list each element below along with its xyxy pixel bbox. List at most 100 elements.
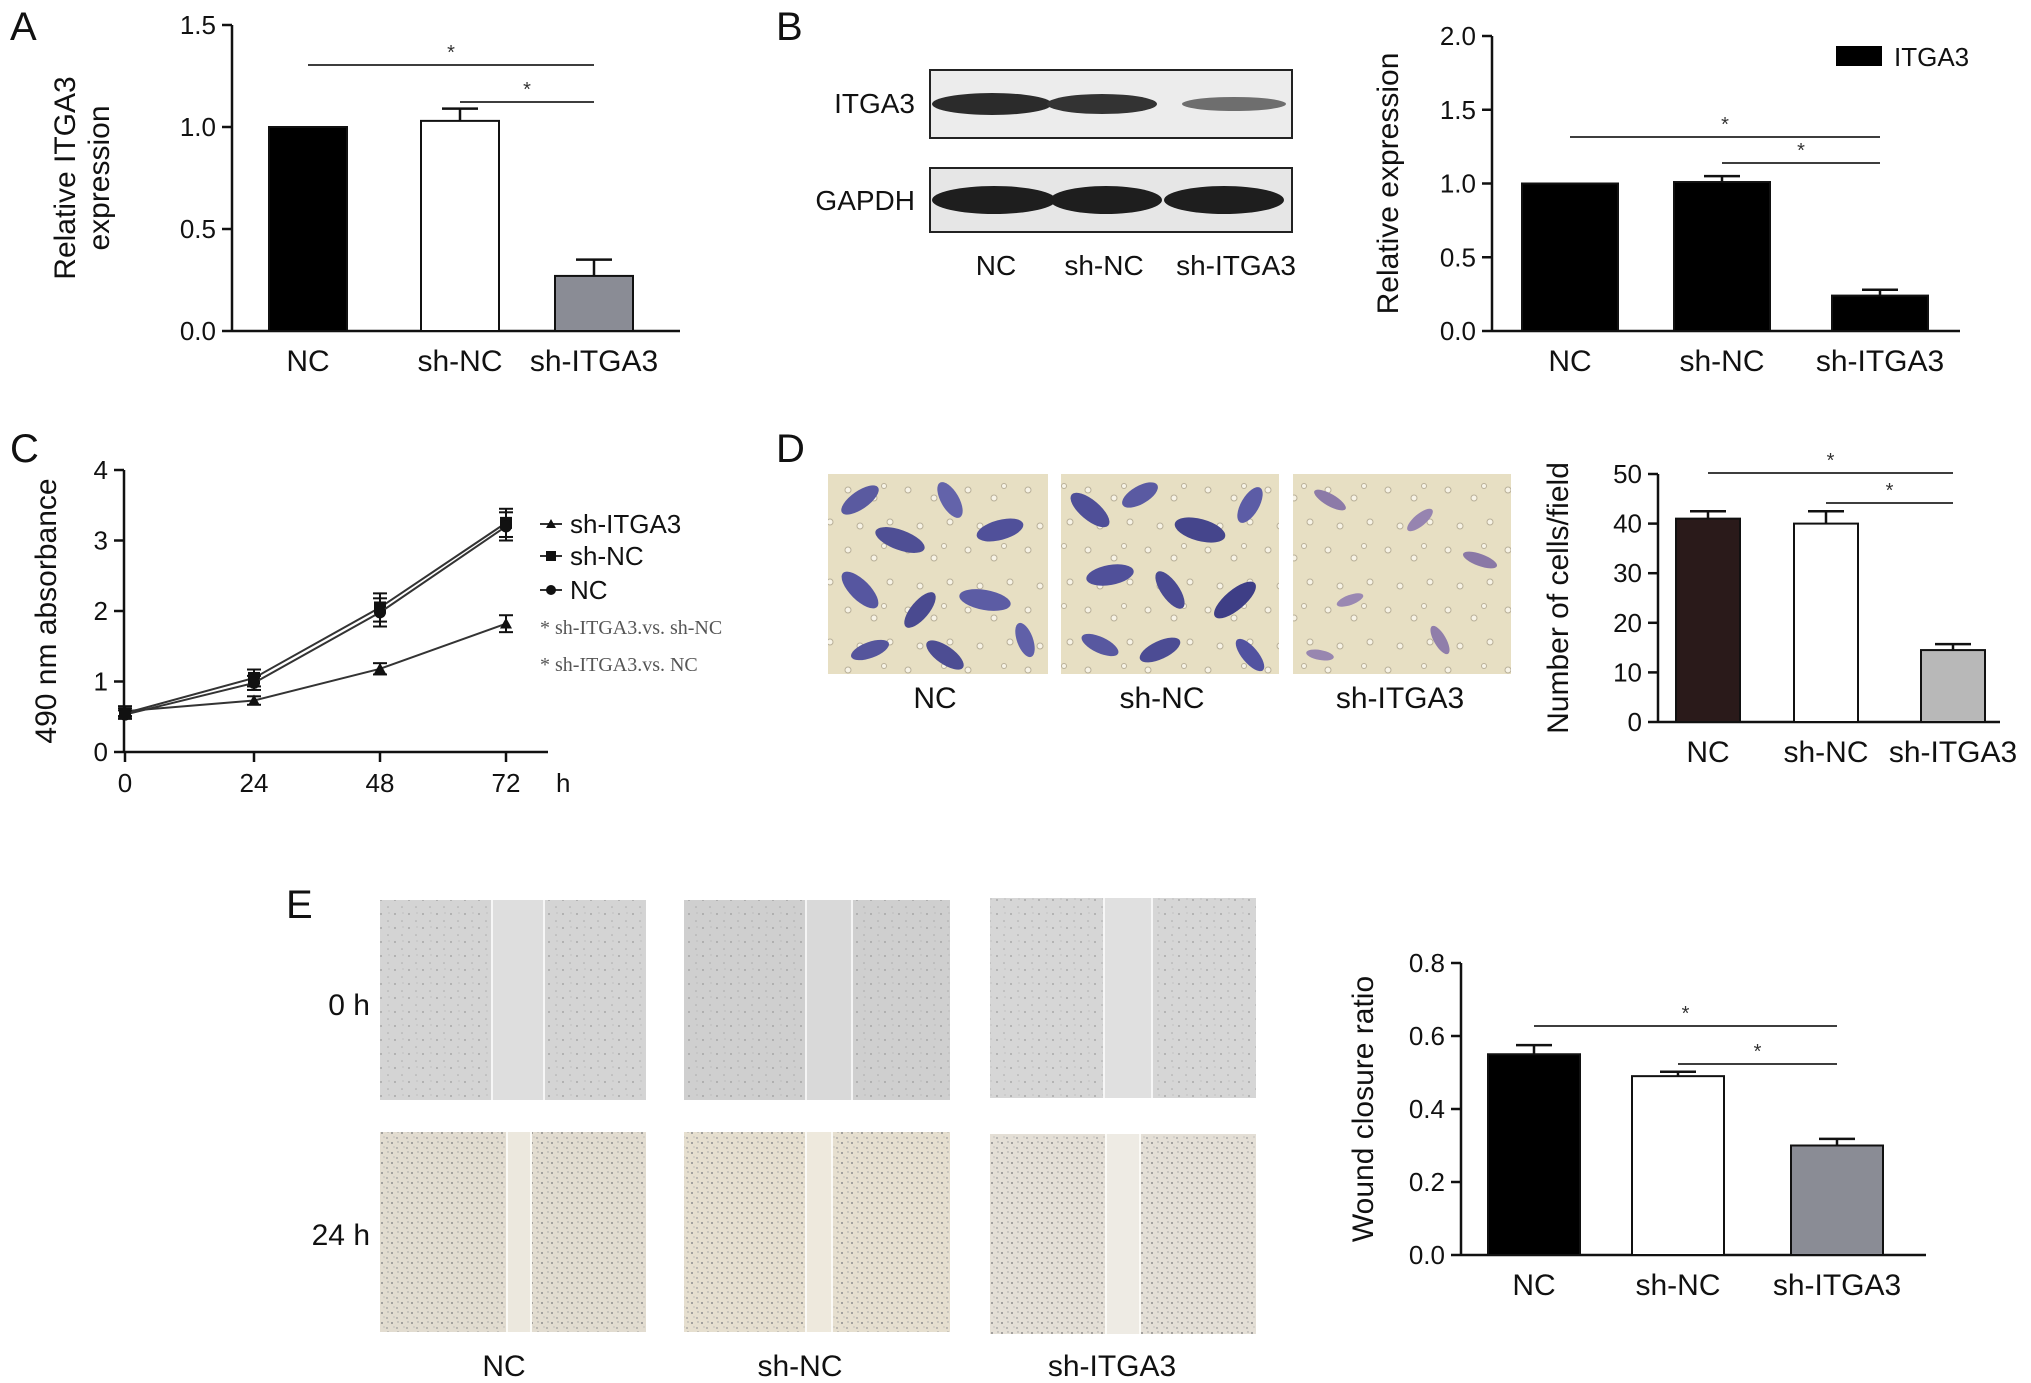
panel-label-b: B [776,5,803,49]
point-marker [500,617,512,629]
x-tick-label: 0 [118,768,132,798]
transwell-images: NC sh-NC sh-ITGA3 [828,474,1511,715]
y-tick-label: 1.0 [180,112,216,142]
y-tick-label: 40 [1613,509,1642,539]
chart-e: 0.0 0.2 0.4 0.6 0.8 NC sh-NC sh-ITGA3 Wound clos… [1347,948,1926,1302]
transwell-image-sh-nc [1061,474,1279,674]
y-tick-label: 0.0 [1409,1240,1445,1270]
y-tick-label: 3 [94,526,108,556]
wound-col-label: NC [482,1350,525,1383]
y-tick-label: 0.5 [180,214,216,244]
point-marker [248,676,260,689]
western-blot: ITGA3 GAPDH NC sh-NC sh-ITGA3 [815,69,1296,281]
y-tick-label: 2.0 [1440,21,1476,51]
y-axis-label: Relative ITGA3 [49,76,82,279]
blot-band-label: GAPDH [815,185,915,216]
wound-image-nc-0h [380,900,646,1100]
x-category-label: sh-NC [417,345,502,378]
wound-image-nc-24h [380,1132,646,1332]
significance-star: * [1721,114,1729,136]
y-tick-label: 0.5 [1440,242,1476,272]
significance-star: * [1797,140,1805,162]
bar [1790,1144,1884,1256]
y-tick-label: 0.2 [1409,1167,1445,1197]
point-marker [374,662,386,674]
significance-note: * sh-ITGA3.vs. NC [540,654,698,676]
x-tick-label: 24 [240,768,269,798]
y-tick-label: 20 [1613,608,1642,638]
y-tick-label: 30 [1613,558,1642,588]
blot-band-label: ITGA3 [834,88,915,119]
blot-lane-label: NC [976,250,1016,281]
y-tick-label: 2 [94,596,108,626]
point-marker [119,708,131,721]
bar [1521,182,1619,332]
y-tick-label: 1.5 [1440,95,1476,125]
point-marker [248,694,260,706]
bar [1631,1075,1725,1257]
x-category-label: sh-NC [1783,736,1868,769]
x-category-label: NC [1512,1269,1555,1302]
y-axis-label: 490 nm absorbance [30,478,63,743]
wound-col-label: sh-ITGA3 [1048,1350,1176,1383]
blot-band [1164,186,1284,214]
x-tick-label: 48 [366,768,395,798]
x-category-label: sh-ITGA3 [530,345,658,378]
wound-col-label: sh-NC [757,1350,842,1383]
chart-d: 0 10 20 30 40 50 NC sh-NC sh-ITGA3 Number of cell… [1542,450,2017,769]
bar [1487,1053,1581,1256]
legend-label: sh-NC [570,541,644,571]
y-tick-label: 0.6 [1409,1021,1445,1051]
x-category-label: sh-NC [1635,1269,1720,1302]
series-line [124,522,507,715]
significance-star: * [447,42,455,64]
bar [1831,294,1929,333]
y-axis-label: Relative expression [1372,53,1405,315]
transwell-image-nc [828,474,1048,674]
y-tick-label: 0.4 [1409,1094,1445,1124]
blot-band [932,93,1052,115]
y-tick-label: 1.0 [1440,169,1476,199]
wound-image-sh-nc-24h [684,1132,950,1332]
y-axis-label: Number of cells/field [1542,462,1575,734]
y-tick-label: 4 [94,455,108,485]
x-category-label: NC [1548,345,1591,378]
blot-band [1050,186,1162,214]
point-marker [374,606,386,619]
bar [554,274,634,333]
x-category-label: sh-ITGA3 [1889,736,2017,769]
bar [1793,522,1859,723]
chart-a: 0.0 0.5 1.0 1.5 NC sh-NC sh-ITGA3 Relative ITGA… [49,10,680,378]
panel-label-d: D [776,427,805,471]
x-category-label: sh-ITGA3 [1773,1269,1901,1302]
blot-lane-label: sh-ITGA3 [1176,250,1296,281]
wound-row-label: 0 h [328,989,370,1022]
blot-band [1047,94,1157,114]
y-tick-label: 0.0 [180,316,216,346]
point-marker [546,551,556,561]
blot-band [932,186,1056,214]
wound-images: 0 h 24 h NC sh-NC sh-ITGA3 [312,898,1256,1383]
point-marker [546,585,556,595]
y-tick-label: 0 [94,737,108,767]
point-marker [546,519,556,528]
series-line [124,622,507,713]
x-category-label: NC [1686,736,1729,769]
y-tick-label: 0.8 [1409,948,1445,978]
bar [1675,517,1741,724]
wound-image-sh-itga3-0h [990,898,1256,1098]
transwell-label: sh-NC [1119,682,1204,715]
significance-star: * [1682,1003,1690,1025]
legend-label: sh-ITGA3 [570,509,681,539]
legend-label: ITGA3 [1894,42,1969,72]
panel-label-a: A [10,5,37,49]
significance-star: * [523,79,531,101]
transwell-label: NC [913,682,956,715]
y-axis-label: Wound closure ratio [1347,976,1380,1242]
y-tick-label: 1 [94,667,108,697]
x-category-label: NC [286,345,329,378]
panel-label-c: C [10,427,39,471]
bar [1673,181,1771,332]
transwell-image-sh-itga3 [1293,474,1511,674]
significance-star: * [1827,450,1835,472]
